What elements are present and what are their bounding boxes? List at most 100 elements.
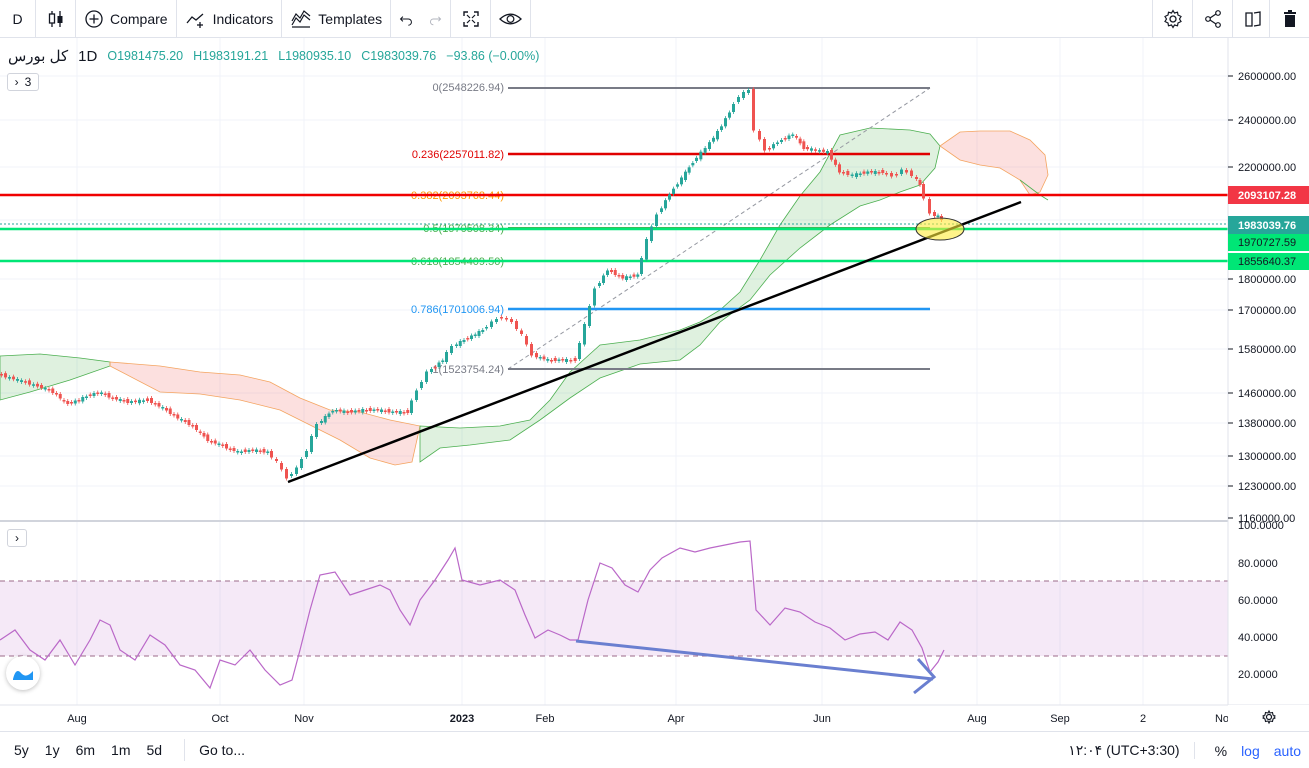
price-tick-label: 2200000.00 (1238, 162, 1296, 174)
price-tick-label: 2400000.00 (1238, 115, 1296, 127)
candle (636, 274, 640, 277)
redo-button[interactable] (421, 0, 452, 38)
indicators-collapse-button[interactable]: › 3 (7, 73, 39, 91)
templates-label: Templates (318, 10, 383, 27)
rsi-pane (0, 540, 1228, 695)
candle (430, 369, 433, 372)
compare-button[interactable]: Compare (76, 0, 177, 38)
percent-toggle[interactable]: % (1214, 742, 1228, 759)
range-5d[interactable]: 5d (146, 742, 163, 758)
candle (780, 140, 783, 142)
rsi-tick-label: 100.0000 (1238, 520, 1284, 532)
candle (342, 410, 346, 413)
candle (561, 359, 565, 361)
chart-type-button[interactable] (36, 0, 76, 38)
candle (47, 389, 51, 391)
indicators-button[interactable]: Indicators (177, 0, 283, 38)
rsi-collapse-button[interactable]: › (7, 529, 27, 547)
candle (107, 393, 111, 398)
candle (695, 157, 698, 161)
candle (830, 150, 833, 160)
range-1y[interactable]: 1y (44, 742, 60, 758)
candle (77, 400, 81, 402)
candle (251, 449, 255, 451)
symbol-name[interactable]: کل بورس (8, 48, 69, 65)
candle (928, 199, 931, 214)
templates-button[interactable]: Templates (282, 0, 392, 38)
undo-button[interactable] (391, 0, 421, 38)
candle (202, 433, 206, 437)
candle (315, 424, 318, 437)
candle (838, 164, 841, 173)
highlight-ellipse[interactable] (915, 217, 965, 241)
price-tick-label: 1460000.00 (1238, 388, 1296, 400)
candle (915, 177, 918, 179)
candle (161, 407, 165, 409)
time-axis[interactable]: Aug Oct Nov 2023 Feb Apr Jun Aug Sep 2 N… (0, 704, 1309, 731)
candle (12, 376, 15, 380)
candle (500, 317, 503, 319)
settings-button[interactable] (1152, 0, 1192, 38)
divergence-arrow[interactable] (913, 658, 937, 695)
share-button[interactable] (1192, 0, 1232, 38)
interval-button[interactable]: D (0, 0, 36, 38)
candle (335, 410, 338, 412)
range-5y[interactable]: 5y (14, 742, 29, 758)
auto-toggle[interactable]: auto (1273, 742, 1301, 759)
price-scale[interactable]: 2600000.00 2400000.00 2200000.00 1800000.00… (1227, 38, 1309, 705)
candle (103, 393, 107, 395)
candle (550, 360, 553, 362)
range-1m[interactable]: 1m (111, 742, 131, 758)
candle (73, 400, 77, 404)
candle (557, 359, 561, 361)
trend-line[interactable] (287, 200, 1022, 484)
candle (172, 414, 176, 416)
candle (617, 275, 621, 277)
candle (632, 274, 636, 277)
legend-close: C1983039.76 (361, 49, 437, 63)
snapshot-button[interactable] (1232, 0, 1272, 38)
rsi-tick-label: 80.0000 (1238, 558, 1278, 570)
time-label: Nov (294, 713, 314, 725)
chart-canvas[interactable]: 0(2548226.94) 0.236(2257011.82) 0.382(20… (0, 38, 1309, 731)
candle (191, 425, 195, 427)
goto-button[interactable]: Go to... (184, 739, 245, 761)
candle (795, 136, 798, 138)
tag-last (1228, 216, 1309, 234)
candle (495, 319, 498, 322)
price-tick-label: 1700000.00 (1238, 305, 1296, 317)
candle (763, 139, 766, 151)
candle (198, 431, 202, 433)
candle (846, 171, 850, 175)
axis-settings-icon (1262, 709, 1276, 725)
eye-button[interactable] (491, 0, 532, 38)
delete-button[interactable] (1269, 0, 1309, 38)
candle (708, 142, 711, 149)
time-label: 2023 (450, 713, 474, 725)
candle (266, 451, 270, 453)
timezone-label[interactable]: ۱۲:۰۴ (UTC+3:30) (1068, 742, 1195, 759)
candle (650, 226, 653, 241)
log-toggle[interactable]: log (1241, 742, 1260, 759)
time-label: No (1215, 713, 1229, 725)
candle (240, 451, 243, 453)
price-tick-label: 1230000.00 (1238, 481, 1296, 493)
candle (122, 400, 126, 402)
chevron-right-icon: › (15, 531, 19, 545)
time-label: Jun (813, 713, 831, 725)
indicators-icon (186, 13, 204, 28)
candle (331, 411, 335, 413)
divergence-line[interactable] (575, 639, 934, 681)
brand-logo[interactable] (6, 656, 40, 690)
indicators-label: Indicators (212, 10, 274, 27)
fullscreen-button[interactable] (451, 0, 492, 38)
candle (613, 270, 617, 275)
candle (372, 409, 376, 411)
candle (672, 188, 675, 194)
candle (168, 408, 172, 414)
rsi-tick-label: 20.0000 (1238, 669, 1278, 681)
candle (247, 450, 251, 452)
candle (758, 131, 761, 140)
candle (900, 169, 903, 174)
range-6m[interactable]: 6m (75, 742, 96, 758)
